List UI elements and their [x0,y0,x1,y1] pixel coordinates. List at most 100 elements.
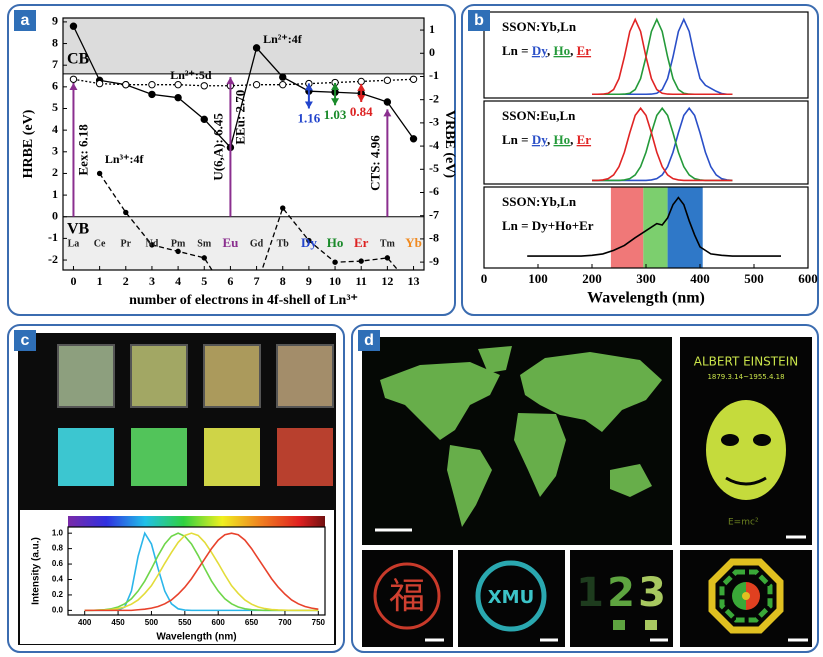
element-label: Sm [197,238,212,249]
tile-swatch [58,428,114,486]
x-tick-label: 7 [254,274,260,288]
y2-tick-label: -8 [429,231,439,245]
photo-text: 3 [638,570,666,616]
point [280,74,286,80]
y-tick-label: 4 [52,122,58,136]
arrow-label: U(6,A): 6.45 [210,113,225,181]
portrait [721,434,739,446]
point [385,256,389,260]
point [384,99,390,105]
legend-entry: Dy [532,132,548,147]
y-tick-label: 0.6 [52,559,64,568]
legend-entry: Er [577,43,592,58]
x-tick-label: 12 [381,274,393,288]
point [175,81,181,87]
film-swatch [277,345,333,407]
y-tick-label: 0.2 [52,590,64,599]
y-tick-label: 1 [52,187,58,201]
point [359,259,363,263]
x-tick-label: 300 [636,271,656,286]
element-label: Tm [380,238,396,249]
x-tick-label: 1 [97,274,103,288]
panel-label: c [21,332,30,349]
band-region [63,18,424,74]
series-label: Ln³⁺:4f [105,152,145,166]
point [280,81,286,87]
plot-title: SSON:Yb,Ln [502,19,577,34]
film-swatch [204,345,260,407]
x-tick-label: 100 [528,271,548,286]
y-tick-label: 0.8 [52,544,64,553]
point [97,171,101,175]
photo-text: E=mc² [728,518,759,528]
point [96,80,102,86]
x-tick-label: 500 [744,271,764,286]
legend: Ln = Dy, Ho, Er [502,43,591,58]
plot-title: SSON:Yb,Ln [502,194,577,209]
element-label: Er [354,235,369,250]
x-tick-label: 5 [201,274,207,288]
y-tick-label: 6 [52,79,58,93]
photo-text: XMU [488,587,534,608]
x-tick-label: 0 [481,271,488,286]
photo-shape [645,620,657,630]
point [253,81,259,87]
portrait [753,434,771,446]
color-band [668,187,703,268]
x-axis-title: Wavelength (nm) [587,290,705,307]
spectrum-bar [68,516,325,527]
figure: CBVB012345678910111213-2-10123456789-9-8… [0,0,823,657]
x-tick-label: 2 [123,274,129,288]
point [123,81,129,87]
point [333,260,337,264]
y2-tick-label: -6 [429,184,439,198]
series-label: Ln²⁺:4f [263,32,303,46]
point [201,116,207,122]
arrow-label: CTS: 4.96 [367,135,382,191]
point [281,206,285,210]
arrow-label: Eex: 6.18 [75,124,90,176]
y2-tick-label: 1 [429,22,435,36]
x-tick-label: 4 [175,274,181,288]
y-tick-label: 2 [52,165,58,179]
point [384,77,390,83]
y-tick-label: -1 [48,230,58,244]
legend-prefix: Ln = [502,132,532,147]
plot-title: SSON:Eu,Ln [502,108,576,123]
y-tick-label: 0 [52,208,58,222]
y-tick-label: 9 [52,14,58,28]
x-tick-label: 9 [306,274,312,288]
x-tick-label: 3 [149,274,155,288]
region-label: VB [67,220,90,237]
legend-entry: Ho [553,43,570,58]
point [175,94,181,100]
y2-tick-label: -4 [429,138,439,152]
y2-tick-label: 0 [429,45,435,59]
photo-text: ALBERT EINSTEIN [694,355,798,369]
film-swatch [58,345,114,407]
point [201,83,207,89]
y-tick-label: 0.4 [52,575,64,584]
x-axis-title: number of electrons in 4f-shell of Ln³⁺ [129,293,358,308]
x-tick-label: 400 [690,271,710,286]
series-label: Ln²⁺:5d [170,68,212,82]
x-axis-title: Wavelength (nm) [156,632,236,643]
element-label: Ce [94,238,106,249]
y-tick-label: 3 [52,144,58,158]
element-label: Eu [222,235,238,250]
y2-tick-label: -1 [429,68,439,82]
legend: Ln = Dy, Ho, Er [502,132,591,147]
x-tick-label: 550 [178,618,192,627]
element-label: Dy [301,235,317,250]
y-tick-label: 0.0 [52,605,64,614]
bagua [742,592,750,600]
point [202,256,206,260]
x-tick-label: 500 [145,618,159,627]
y-axis-title: HRBE (eV) [21,109,36,178]
y2-tick-label: -7 [429,207,439,221]
y2-tick-label: -3 [429,115,439,129]
panel-label: b [474,12,484,29]
x-tick-label: 10 [329,274,341,288]
x-tick-label: 450 [111,618,125,627]
legend-prefix: Ln = [502,43,532,58]
